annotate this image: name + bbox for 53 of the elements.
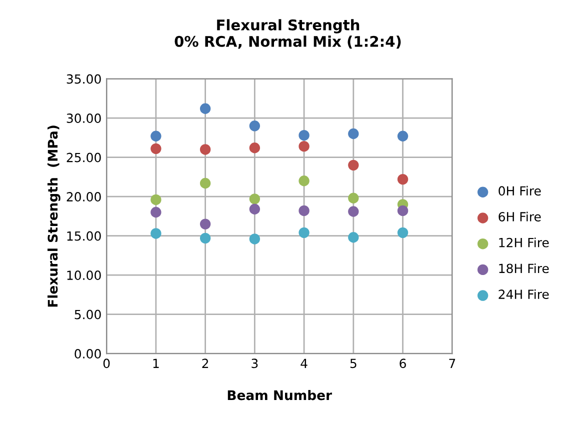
point [150,194,162,206]
y-tick-label: 15.00 [67,231,101,241]
point [249,204,260,214]
point [150,206,162,218]
point [200,103,211,114]
point [397,174,408,185]
point [348,192,359,204]
point [298,130,310,141]
point [397,130,408,142]
point [200,178,211,189]
point [298,140,310,152]
point [150,143,162,154]
legend-label: 12H Fire [499,238,549,248]
point [348,232,359,243]
x-tick-label: 6 [400,358,406,368]
point [298,176,310,186]
point [397,227,408,238]
point [298,227,310,238]
point [348,160,359,171]
y-tick-label: 35.00 [66,74,101,84]
y-tick-label: 5.00 [74,310,101,320]
y-tick-label: 0.00 [74,349,101,359]
y-axis-title: Flexural Strength (MPa) [47,126,60,307]
legend-label: 0H Fire [498,186,541,196]
point [150,228,162,239]
point [397,205,408,216]
y-tick-label: 30.00 [66,114,101,123]
point [200,232,211,244]
y-tick-label: 10.00 [67,270,101,280]
point [348,128,359,140]
point [249,234,260,244]
y-tick-label: 25.00 [66,152,101,162]
y-tick-label: 20.00 [66,192,101,202]
point [200,144,211,155]
point [249,142,260,154]
x-axis-title: Beam Number [228,390,332,400]
x-tick-label: 0 [103,358,110,368]
point [249,120,260,132]
x-tick-label: 5 [350,358,356,368]
point [150,130,162,142]
x-tick-label: 7 [449,358,456,368]
legend-label: 6H Fire [498,212,541,222]
legend-label: 18H Fire [499,263,549,274]
legend-label: 24H Fire [498,289,549,299]
chart-title: Flexural Strength 0% RCA, Normal Mix (1:2:4) [174,19,401,49]
x-tick-label: 3 [252,358,258,368]
x-tick-label: 2 [202,358,208,368]
point [298,205,310,216]
point [200,218,211,230]
point [249,194,260,204]
point [348,206,359,217]
x-tick-label: 4 [300,358,308,368]
x-tick-label: 1 [153,358,159,368]
